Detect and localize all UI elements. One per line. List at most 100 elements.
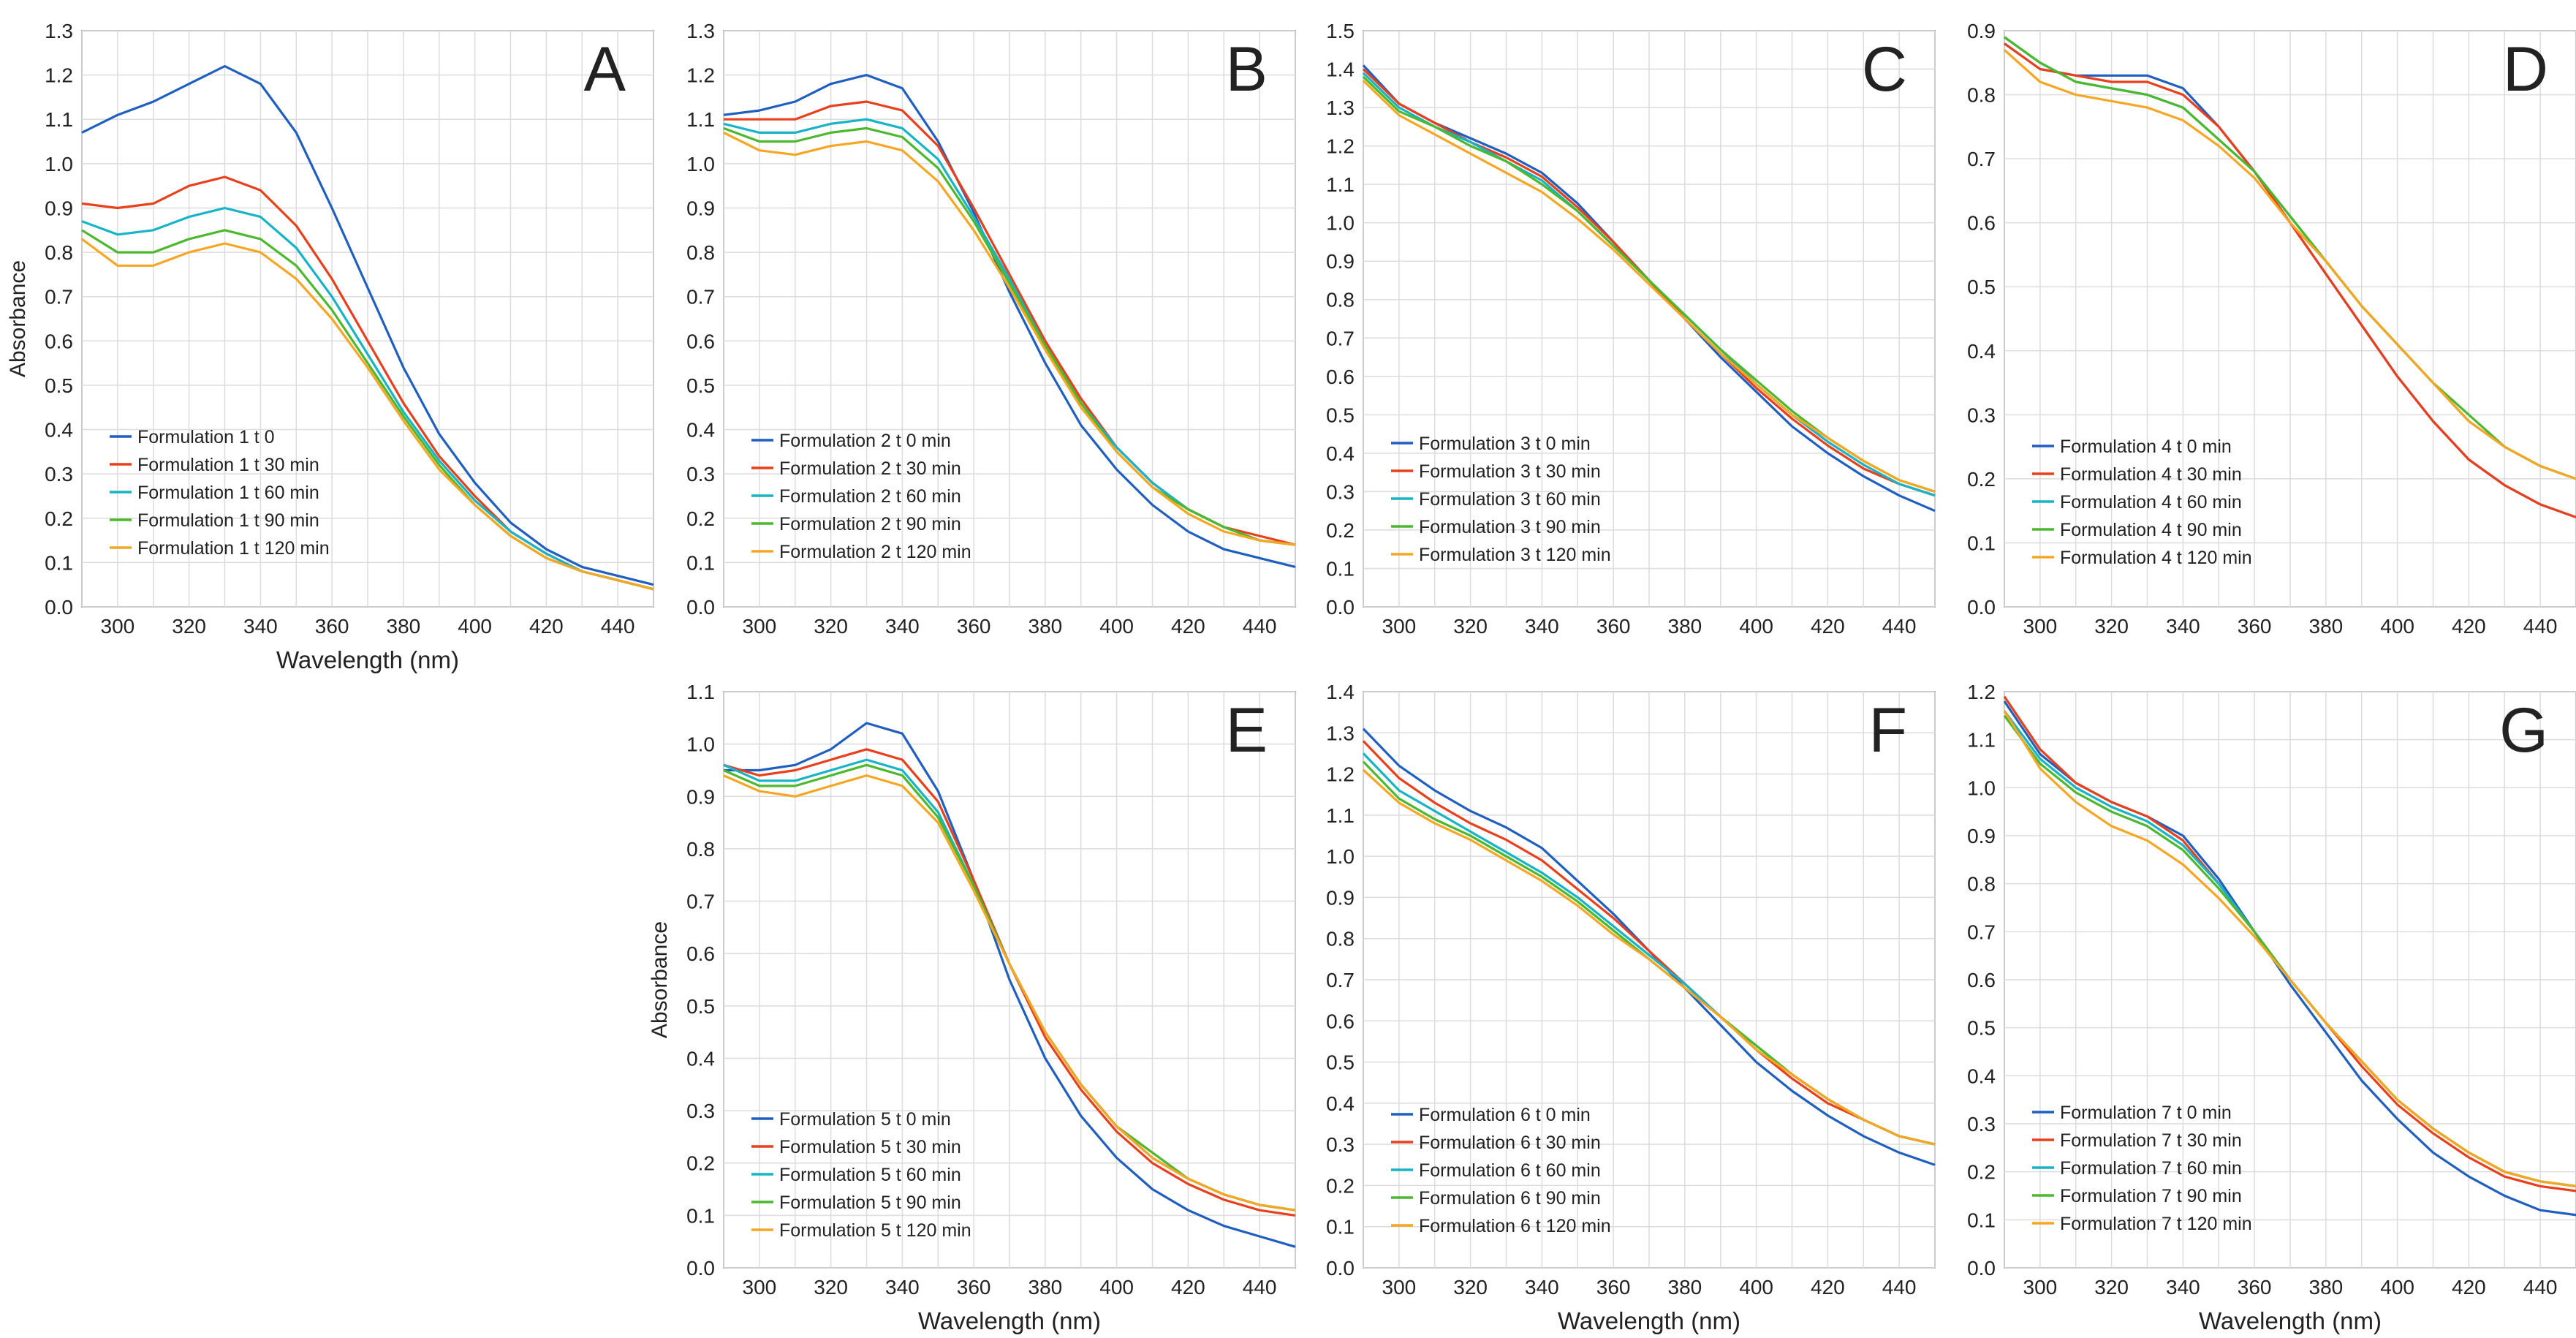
y-tick-label: 0.9 xyxy=(1967,20,1996,42)
y-tick-label: 1.3 xyxy=(1326,97,1355,119)
y-tick-label: 0.9 xyxy=(686,197,715,219)
y-tick-label: 0.2 xyxy=(686,1152,715,1175)
x-tick-label: 400 xyxy=(1739,1276,1773,1299)
x-tick-label: 400 xyxy=(2380,615,2414,638)
legend-label-t90: Formulation 2 t 90 min xyxy=(779,514,961,534)
x-tick-label: 420 xyxy=(2452,1276,2486,1299)
y-tick-label: 0.9 xyxy=(45,197,73,219)
x-tick-label: 340 xyxy=(1525,615,1559,638)
panel-letter: B xyxy=(1226,34,1268,105)
legend-label-t120: Formulation 7 t 120 min xyxy=(2060,1214,2252,1234)
series-line-t0 xyxy=(723,74,1296,568)
y-tick-label: 0.6 xyxy=(1326,366,1355,388)
legend-label-t0: Formulation 4 t 0 min xyxy=(2060,436,2232,457)
x-tick-label: 400 xyxy=(458,615,492,638)
x-tick-label: 300 xyxy=(2023,615,2058,638)
y-tick-label: 0.0 xyxy=(1326,596,1355,619)
x-tick-label: 440 xyxy=(1882,1276,1917,1299)
panel-a: 0.0 0.1 0.2 0.3 0.4 0.5 0.6 0.7 0.8 0.9 1.0 1.1 1.2 1… xyxy=(6,20,654,673)
x-tick-label: 360 xyxy=(2238,1276,2272,1299)
y-tick-label: 0.2 xyxy=(1967,1161,1996,1184)
y-tick-label: 0.1 xyxy=(1967,532,1996,554)
x-tick-label: 300 xyxy=(101,615,135,638)
y-tick-label: 0.4 xyxy=(1967,340,1996,363)
legend-label-t0: Formulation 3 t 0 min xyxy=(1419,434,1591,454)
y-tick-label: 0.3 xyxy=(1326,1133,1355,1156)
x-axis-title: Wavelength (nm) xyxy=(1558,1307,1740,1334)
x-tick-label: 320 xyxy=(1453,615,1488,638)
y-tick-label: 0.5 xyxy=(1326,1051,1355,1074)
x-tick-label: 380 xyxy=(1028,1276,1063,1299)
y-tick-label: 1.0 xyxy=(1326,212,1355,235)
panel-letter: E xyxy=(1226,695,1268,766)
legend-label-t30: Formulation 7 t 30 min xyxy=(2060,1130,2242,1151)
x-tick-label: 340 xyxy=(885,1276,920,1299)
y-tick-label: 0.5 xyxy=(1967,276,1996,298)
y-tick-label: 0.2 xyxy=(1326,519,1355,542)
y-tick-label: 0.9 xyxy=(1326,250,1355,273)
legend-label-t30: Formulation 5 t 30 min xyxy=(779,1137,961,1157)
x-tick-label: 340 xyxy=(1525,1276,1559,1299)
x-tick-label: 400 xyxy=(1739,615,1773,638)
legend-label-t120: Formulation 6 t 120 min xyxy=(1419,1216,1611,1236)
x-tick-label: 420 xyxy=(1811,1276,1845,1299)
y-tick-label: 0.7 xyxy=(686,891,715,913)
x-axis-title: Wavelength (nm) xyxy=(918,1307,1101,1334)
x-tick-label: 320 xyxy=(2094,1276,2129,1299)
y-tick-label: 0.0 xyxy=(686,1257,715,1280)
legend-label-t120: Formulation 5 t 120 min xyxy=(779,1220,971,1241)
x-tick-label: 360 xyxy=(957,615,991,638)
x-tick-label: 380 xyxy=(2309,1276,2344,1299)
y-tick-label: 0.3 xyxy=(1967,404,1996,426)
series-line-t120 xyxy=(723,774,1296,1212)
panel-letter: A xyxy=(584,34,626,105)
y-tick-label: 0.8 xyxy=(1967,873,1996,896)
x-tick-label: 380 xyxy=(1028,615,1063,638)
series-line-t90 xyxy=(2004,36,2576,480)
y-tick-label: 0.8 xyxy=(1326,289,1355,311)
y-tick-label: 0.2 xyxy=(45,507,73,530)
y-tick-label: 0.2 xyxy=(1967,468,1996,491)
series-line-t120 xyxy=(723,131,1296,546)
legend-label-t30: Formulation 6 t 30 min xyxy=(1419,1133,1601,1153)
x-tick-label: 300 xyxy=(1382,1276,1417,1299)
y-tick-label: 1.1 xyxy=(686,681,715,703)
y-tick-label: 0.1 xyxy=(686,1204,715,1227)
y-tick-label: 0.0 xyxy=(1967,1257,1996,1280)
y-tick-label: 1.0 xyxy=(45,153,73,175)
x-tick-label: 360 xyxy=(1596,615,1631,638)
legend-label-t60: Formulation 1 t 60 min xyxy=(137,483,319,503)
y-tick-label: 1.1 xyxy=(45,108,73,131)
legend-label-t120: Formulation 4 t 120 min xyxy=(2060,548,2252,568)
panel-e: 0.0 0.1 0.2 0.3 0.4 0.5 0.6 0.7 0.8 0.9 1.0 1.1 300 3… xyxy=(648,681,1296,1334)
legend-label-t60: Formulation 3 t 60 min xyxy=(1419,489,1601,510)
series-line-t0 xyxy=(724,722,1296,1248)
y-tick-label: 0.9 xyxy=(1326,886,1355,909)
x-tick-label: 400 xyxy=(1099,1276,1134,1299)
x-tick-label: 360 xyxy=(1596,1276,1631,1299)
y-tick-label: 0.1 xyxy=(45,551,73,574)
y-tick-label: 0.5 xyxy=(686,995,715,1018)
x-tick-label: 440 xyxy=(2523,1276,2558,1299)
series-line-t120 xyxy=(1362,80,1936,493)
legend-label-t120: Formulation 1 t 120 min xyxy=(137,538,330,559)
y-tick-label: 0.8 xyxy=(1967,84,1996,107)
x-tick-label: 320 xyxy=(172,615,206,638)
y-tick-label: 1.0 xyxy=(686,153,715,175)
y-tick-label: 0.7 xyxy=(1967,148,1996,170)
legend-label-t30: Formulation 4 t 30 min xyxy=(2060,464,2242,485)
series-line-t120 xyxy=(1362,768,1936,1146)
legend-label-t30: Formulation 1 t 30 min xyxy=(137,455,319,475)
x-axis-title: Wavelength (nm) xyxy=(276,646,459,673)
y-tick-label: 1.2 xyxy=(686,64,715,87)
y-tick-label: 0.9 xyxy=(686,785,715,808)
y-tick-label: 0.4 xyxy=(686,419,715,442)
y-tick-label: 1.2 xyxy=(1326,763,1355,786)
y-tick-label: 0.1 xyxy=(686,551,715,574)
x-axis-title: Wavelength (nm) xyxy=(2199,1307,2382,1334)
y-tick-label: 0.0 xyxy=(1326,1257,1355,1280)
panel-d: 0.0 0.1 0.2 0.3 0.4 0.5 0.6 0.7 0.8 0.9 300 320 340 3… xyxy=(1967,20,2576,638)
y-tick-label: 0.7 xyxy=(1967,921,1996,943)
y-tick-label: 0.6 xyxy=(1967,212,1996,235)
